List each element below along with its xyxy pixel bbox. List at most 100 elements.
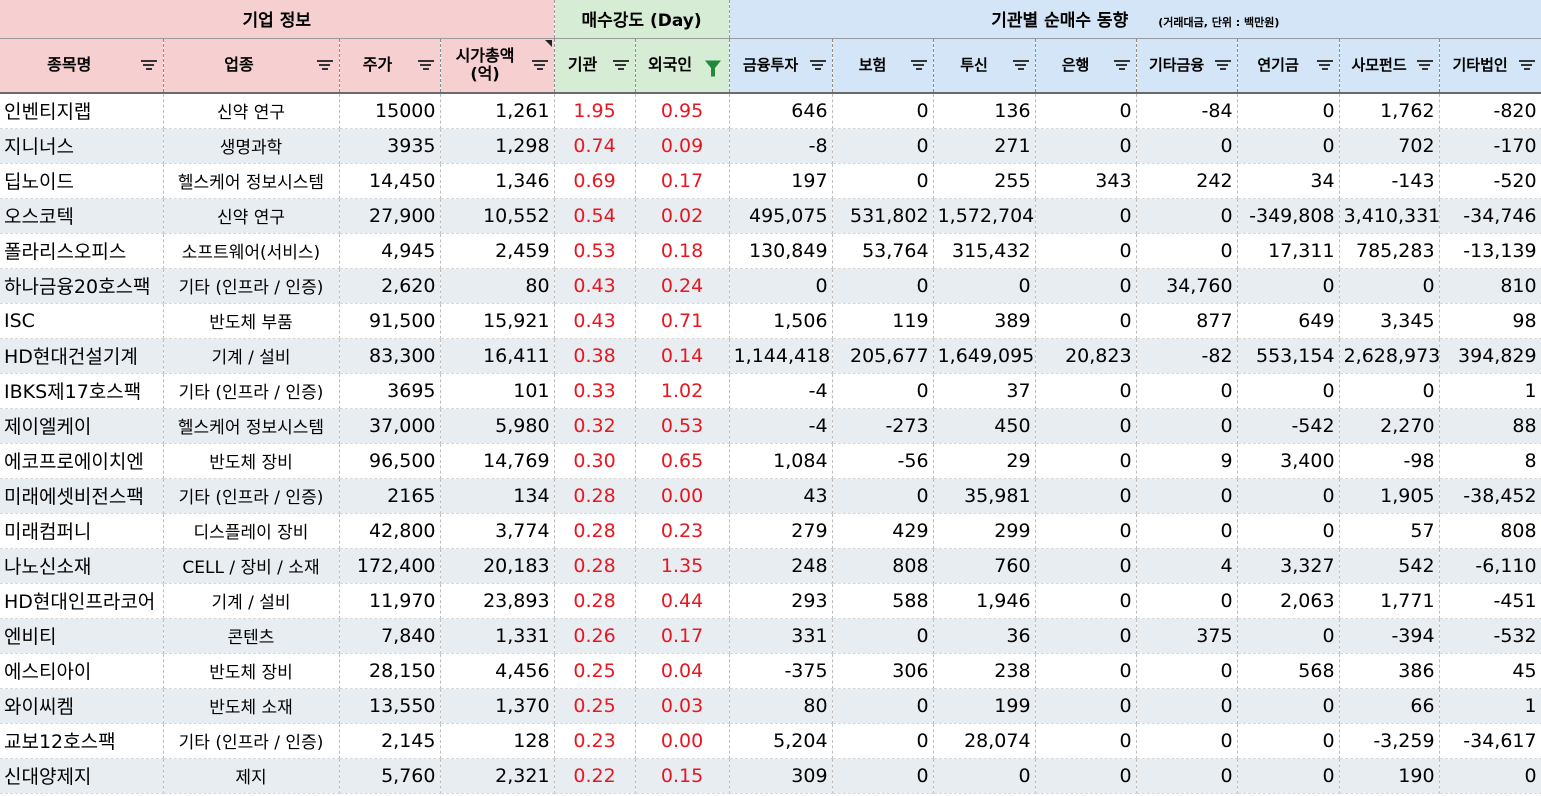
cell-market-cap[interactable]: 1,331 [440,618,555,654]
cell-pension[interactable]: -542 [1237,408,1340,444]
filter-sort-icon[interactable] [612,59,629,71]
cell-stock-name[interactable]: 딥노이드 [0,163,164,199]
cell-foreign[interactable]: 0.00 [635,478,730,514]
cell-investment-trust[interactable]: 450 [933,408,1036,444]
table-row[interactable]: HD현대건설기계 기계 / 설비 83,300 16,411 0.38 0.14 1,144… [0,338,1541,374]
cell-other-finance[interactable]: -82 [1136,338,1238,374]
cell-institution[interactable]: 0.23 [554,723,636,759]
cell-institution[interactable]: 0.26 [554,618,636,654]
cell-other-corp[interactable]: -13,139 [1439,233,1541,269]
cell-financial-investment[interactable]: 1,084 [729,443,833,479]
cell-financial-investment[interactable]: 1,144,418 [729,338,833,374]
cell-financial-investment[interactable]: -8 [729,128,833,164]
cell-investment-trust[interactable]: 1,649,095 [933,338,1036,374]
cell-pension[interactable]: 553,154 [1237,338,1340,374]
cell-other-corp[interactable]: 1 [1439,373,1541,409]
cell-pension[interactable]: 0 [1237,373,1340,409]
cell-market-cap[interactable]: 20,183 [440,548,555,584]
cell-industry[interactable]: 기계 / 설비 [163,583,340,619]
cell-insurance[interactable]: 0 [832,373,934,409]
cell-institution[interactable]: 1.95 [554,93,636,129]
cell-market-cap[interactable]: 1,346 [440,163,555,199]
cell-bank[interactable]: 0 [1035,233,1137,269]
cell-insurance[interactable]: 0 [832,688,934,724]
filter-sort-icon[interactable] [1518,59,1535,71]
cell-industry[interactable]: 기타 (인프라 / 인증) [163,373,340,409]
cell-insurance[interactable]: 119 [832,303,934,339]
filter-sort-icon[interactable] [316,59,333,71]
cell-price[interactable]: 7,840 [339,618,441,654]
cell-market-cap[interactable]: 1,298 [440,128,555,164]
cell-foreign[interactable]: 0.15 [635,758,730,794]
filter-sort-icon[interactable] [809,59,826,71]
filter-sort-icon[interactable] [1416,59,1433,71]
cell-financial-investment[interactable]: -375 [729,653,833,689]
table-row[interactable]: ISC 반도체 부품 91,500 15,921 0.43 0.71 1,506 119 389… [0,303,1541,339]
cell-private-fund[interactable]: 3,345 [1339,303,1440,339]
cell-investment-trust[interactable]: 36 [933,618,1036,654]
cell-financial-investment[interactable]: 248 [729,548,833,584]
table-row[interactable]: 딥노이드 헬스케어 정보시스템 14,450 1,346 0.69 0.17 197 0 255… [0,163,1541,199]
cell-investment-trust[interactable]: 28,074 [933,723,1036,759]
filter-sort-icon[interactable] [140,59,157,71]
cell-foreign[interactable]: 0.65 [635,443,730,479]
cell-market-cap[interactable]: 5,980 [440,408,555,444]
cell-investment-trust[interactable]: 1,946 [933,583,1036,619]
cell-foreign[interactable]: 1.02 [635,373,730,409]
cell-foreign[interactable]: 0.14 [635,338,730,374]
cell-private-fund[interactable]: 386 [1339,653,1440,689]
cell-market-cap[interactable]: 10,552 [440,198,555,234]
cell-stock-name[interactable]: 제이엘케이 [0,408,164,444]
cell-institution[interactable]: 0.25 [554,653,636,689]
cell-private-fund[interactable]: 3,410,331 [1339,198,1440,234]
cell-foreign[interactable]: 0.17 [635,163,730,199]
cell-price[interactable]: 91,500 [339,303,441,339]
cell-stock-name[interactable]: 미래컴퍼니 [0,513,164,549]
cell-institution[interactable]: 0.74 [554,128,636,164]
cell-private-fund[interactable]: 1,762 [1339,93,1440,129]
cell-investment-trust[interactable]: 760 [933,548,1036,584]
cell-bank[interactable]: 0 [1035,513,1137,549]
cell-foreign[interactable]: 0.09 [635,128,730,164]
cell-market-cap[interactable]: 4,456 [440,653,555,689]
cell-pension[interactable]: 34 [1237,163,1340,199]
cell-other-corp[interactable]: -170 [1439,128,1541,164]
cell-investment-trust[interactable]: 199 [933,688,1036,724]
cell-foreign[interactable]: 0.18 [635,233,730,269]
cell-industry[interactable]: 제지 [163,758,340,794]
cell-price[interactable]: 3935 [339,128,441,164]
cell-foreign[interactable]: 0.04 [635,653,730,689]
cell-bank[interactable]: 0 [1035,688,1137,724]
cell-investment-trust[interactable]: 37 [933,373,1036,409]
table-row[interactable]: HD현대인프라코어 기계 / 설비 11,970 23,893 0.28 0.44 293 5… [0,583,1541,619]
cell-other-corp[interactable]: -34,746 [1439,198,1541,234]
column-header-private-fund[interactable]: 사모펀드 [1339,38,1440,94]
cell-bank[interactable]: 0 [1035,93,1137,129]
cell-market-cap[interactable]: 3,774 [440,513,555,549]
cell-investment-trust[interactable]: 0 [933,268,1036,304]
cell-other-finance[interactable]: 4 [1136,548,1238,584]
cell-investment-trust[interactable]: 271 [933,128,1036,164]
column-header-bank[interactable]: 은행 [1035,38,1137,94]
cell-price[interactable]: 4,945 [339,233,441,269]
cell-stock-name[interactable]: 폴라리스오피스 [0,233,164,269]
cell-foreign[interactable]: 0.17 [635,618,730,654]
cell-industry[interactable]: 콘텐츠 [163,618,340,654]
cell-stock-name[interactable]: 신대양제지 [0,758,164,794]
cell-investment-trust[interactable]: 0 [933,758,1036,794]
cell-stock-name[interactable]: 미래에셋비전스팩 [0,478,164,514]
cell-stock-name[interactable]: 오스코텍 [0,198,164,234]
column-header-financial-investment[interactable]: 금융투자 [729,38,833,94]
column-header-other-finance[interactable]: 기타금융 [1136,38,1238,94]
cell-financial-investment[interactable]: 1,506 [729,303,833,339]
cell-price[interactable]: 2,620 [339,268,441,304]
cell-industry[interactable]: 기계 / 설비 [163,338,340,374]
cell-insurance[interactable]: 808 [832,548,934,584]
table-row[interactable]: 나노신소재 CELL / 장비 / 소재 172,400 20,183 0.28 1.35… [0,548,1541,584]
cell-institution[interactable]: 0.30 [554,443,636,479]
cell-bank[interactable]: 0 [1035,373,1137,409]
cell-insurance[interactable]: 429 [832,513,934,549]
cell-industry[interactable]: 기타 (인프라 / 인증) [163,723,340,759]
cell-other-finance[interactable]: 0 [1136,513,1238,549]
table-row[interactable]: 인벤티지랩 신약 연구 15000 1,261 1.95 0.95 646 0 136 0 -84 0… [0,93,1541,129]
